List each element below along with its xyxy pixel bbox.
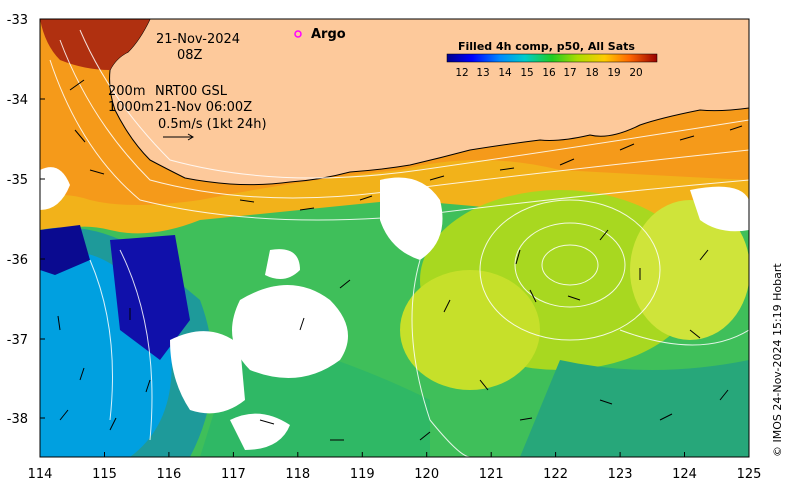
y-tick-label: -36 bbox=[7, 253, 28, 268]
colorbar-tick: 13 bbox=[476, 67, 489, 79]
x-tick-label: 120 bbox=[414, 467, 439, 482]
credit-label: © IMOS 24-Nov-2024 15:19 Hobart bbox=[771, 263, 784, 457]
y-tick-label: -37 bbox=[7, 333, 28, 348]
colorbar-title: Filled 4h comp, p50, All Sats bbox=[458, 40, 635, 53]
date-label: 21-Nov-2024 bbox=[156, 32, 240, 47]
x-tick-label: 121 bbox=[479, 467, 504, 482]
model-name-label: NRT00 GSL bbox=[155, 84, 228, 99]
y-tick-label: -34 bbox=[7, 93, 28, 108]
x-tick-label: 118 bbox=[285, 467, 310, 482]
x-tick-label: 122 bbox=[543, 467, 568, 482]
scale-arrow bbox=[163, 133, 194, 141]
colorbar-tick: 15 bbox=[520, 67, 533, 79]
colorbar-tick: 19 bbox=[607, 67, 620, 79]
x-tick-label: 114 bbox=[28, 467, 53, 482]
x-tick-label: 117 bbox=[221, 467, 246, 482]
x-tick-label: 125 bbox=[737, 467, 762, 482]
y-tick-label: -33 bbox=[7, 13, 28, 28]
x-axis: 114 115 116 117 118 119 120 121 122 123 … bbox=[28, 452, 762, 482]
depth-contour-label: 200m bbox=[108, 84, 145, 99]
colorbar-tick: 20 bbox=[629, 67, 642, 79]
argo-marker-icon bbox=[294, 30, 302, 38]
x-tick-label: 124 bbox=[672, 467, 697, 482]
argo-label: Argo bbox=[311, 27, 346, 42]
current-arrows bbox=[57, 79, 743, 441]
plot-frame bbox=[39, 18, 750, 458]
y-axis: -33 -34 -35 -36 -37 -38 bbox=[7, 13, 45, 427]
colorbar-tick: 17 bbox=[563, 67, 576, 79]
y-tick-label: -38 bbox=[7, 412, 28, 427]
colorbar-tick: 12 bbox=[455, 67, 468, 79]
x-tick-label: 123 bbox=[608, 467, 633, 482]
sst-field bbox=[40, 19, 749, 457]
scale-arrow-label: 0.5m/s (1kt 24h) bbox=[158, 117, 267, 132]
colorbar-tick: 18 bbox=[585, 67, 598, 79]
x-tick-label: 116 bbox=[156, 467, 181, 482]
ssh-contours bbox=[49, 29, 749, 457]
colorbar-gradient bbox=[446, 53, 658, 63]
colorbar-tick: 14 bbox=[498, 67, 512, 79]
depth-contour-label: 1000m bbox=[108, 100, 154, 115]
time-label: 08Z bbox=[177, 48, 203, 63]
x-tick-label: 115 bbox=[92, 467, 117, 482]
x-tick-label: 119 bbox=[350, 467, 375, 482]
y-tick-label: -35 bbox=[7, 173, 28, 188]
model-time-label: 21-Nov 06:00Z bbox=[155, 100, 252, 115]
colorbar: Filled 4h comp, p50, All Sats 12 13 14 1… bbox=[446, 40, 658, 79]
colorbar-tick: 16 bbox=[542, 67, 556, 79]
